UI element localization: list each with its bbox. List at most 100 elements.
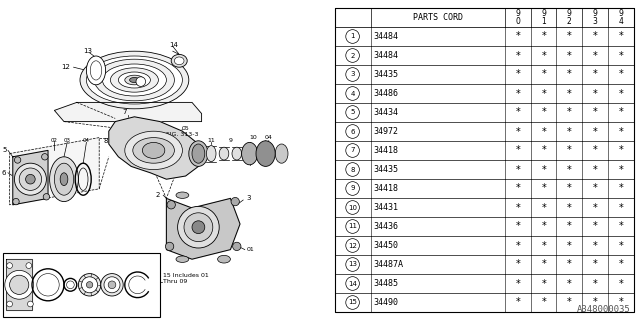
Circle shape: [82, 277, 97, 293]
Text: *: *: [541, 278, 546, 289]
Text: 4: 4: [350, 91, 355, 97]
Text: *: *: [567, 183, 572, 194]
Text: *: *: [618, 241, 623, 251]
Text: *: *: [618, 203, 623, 212]
Text: 03: 03: [67, 252, 74, 258]
Text: 34431: 34431: [374, 203, 399, 212]
Text: *: *: [541, 203, 546, 212]
Text: *: *: [567, 146, 572, 156]
Text: *: *: [593, 89, 598, 99]
Text: *: *: [541, 164, 546, 174]
Text: 8: 8: [350, 166, 355, 172]
Ellipse shape: [143, 142, 165, 158]
Ellipse shape: [80, 51, 189, 109]
Ellipse shape: [54, 163, 74, 195]
Bar: [335, 293, 634, 312]
Text: FIG. 313-3: FIG. 313-3: [166, 132, 199, 137]
Ellipse shape: [172, 54, 187, 67]
Text: 15: 15: [348, 300, 357, 306]
Text: 05: 05: [182, 125, 189, 131]
Ellipse shape: [192, 144, 205, 163]
Circle shape: [346, 125, 360, 138]
Text: *: *: [618, 108, 623, 117]
Text: 6: 6: [350, 129, 355, 134]
Polygon shape: [109, 117, 198, 179]
Text: *: *: [593, 203, 598, 212]
Text: *: *: [593, 298, 598, 308]
Text: 9: 9: [350, 186, 355, 191]
Circle shape: [346, 30, 360, 43]
Circle shape: [28, 301, 33, 307]
Text: 03: 03: [64, 138, 70, 143]
Circle shape: [184, 213, 212, 242]
Ellipse shape: [206, 146, 216, 162]
Circle shape: [86, 282, 93, 288]
Text: *: *: [567, 278, 572, 289]
Text: *: *: [593, 241, 598, 251]
Text: *: *: [567, 51, 572, 60]
Text: *: *: [567, 126, 572, 137]
Text: *: *: [541, 108, 546, 117]
Text: PARTS CORD: PARTS CORD: [413, 13, 463, 22]
Text: 9: 9: [228, 138, 232, 143]
Text: *: *: [516, 126, 520, 137]
Text: 2: 2: [350, 52, 355, 59]
Circle shape: [231, 197, 239, 206]
Ellipse shape: [125, 75, 144, 85]
Ellipse shape: [129, 77, 140, 83]
Circle shape: [346, 163, 360, 176]
Text: *: *: [567, 164, 572, 174]
Text: *: *: [618, 69, 623, 79]
Text: 02: 02: [45, 252, 51, 258]
Ellipse shape: [189, 141, 208, 166]
Ellipse shape: [60, 173, 68, 186]
Text: 34487A: 34487A: [374, 260, 404, 269]
Text: 04: 04: [86, 252, 93, 258]
Circle shape: [43, 194, 50, 200]
Text: 04: 04: [83, 138, 90, 143]
Text: *: *: [516, 69, 520, 79]
Bar: [335, 274, 634, 293]
Circle shape: [165, 242, 174, 251]
Bar: [335, 27, 634, 46]
Text: *: *: [541, 241, 546, 251]
Text: *: *: [516, 260, 520, 269]
Text: 10: 10: [348, 204, 357, 211]
Text: *: *: [541, 31, 546, 42]
Text: *: *: [516, 31, 520, 42]
Circle shape: [346, 296, 360, 309]
Text: *: *: [567, 241, 572, 251]
Text: *: *: [567, 203, 572, 212]
Text: 3: 3: [246, 196, 251, 201]
Ellipse shape: [219, 147, 229, 160]
Circle shape: [104, 277, 120, 293]
Text: *: *: [618, 221, 623, 231]
Text: 9
1: 9 1: [541, 9, 546, 27]
Text: *: *: [593, 69, 598, 79]
Text: 01: 01: [16, 252, 22, 258]
Circle shape: [346, 201, 360, 214]
Text: *: *: [567, 31, 572, 42]
Text: *: *: [618, 164, 623, 174]
Text: 3: 3: [350, 71, 355, 77]
Circle shape: [346, 220, 360, 233]
Text: 13: 13: [83, 48, 92, 54]
Text: *: *: [541, 89, 546, 99]
Text: 34418: 34418: [374, 184, 399, 193]
Ellipse shape: [90, 61, 102, 80]
Polygon shape: [13, 150, 48, 205]
Text: *: *: [567, 260, 572, 269]
Text: 2: 2: [156, 192, 160, 198]
Bar: [3, 253, 160, 317]
Text: 5: 5: [2, 148, 6, 153]
Text: *: *: [567, 69, 572, 79]
Circle shape: [346, 258, 360, 271]
Bar: [335, 84, 634, 103]
Text: 34450: 34450: [374, 241, 399, 250]
Text: *: *: [516, 183, 520, 194]
Text: 14: 14: [170, 42, 179, 48]
Circle shape: [167, 201, 175, 209]
Text: 6: 6: [2, 170, 6, 176]
Text: *: *: [541, 221, 546, 231]
Text: *: *: [593, 51, 598, 60]
